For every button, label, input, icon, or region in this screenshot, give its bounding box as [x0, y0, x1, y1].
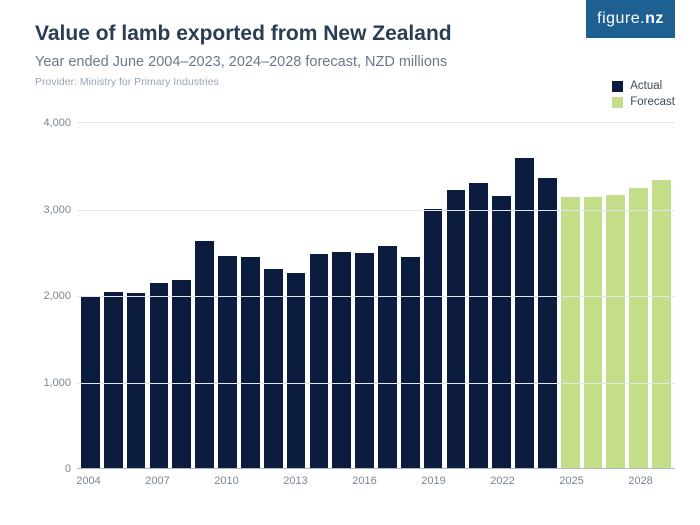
- legend-item-forecast: Forecast: [612, 96, 675, 108]
- bar-actual: [538, 178, 557, 470]
- legend-swatch-forecast: [612, 97, 623, 108]
- y-tick-label: 2,000: [35, 290, 71, 302]
- x-tick-label: 2016: [352, 475, 376, 487]
- bar-actual: [195, 241, 214, 469]
- bar-actual: [310, 254, 329, 469]
- bar-actual: [401, 257, 420, 469]
- legend-swatch-actual: [612, 81, 623, 92]
- grid-line: [77, 383, 675, 384]
- bar-forecast: [561, 197, 580, 469]
- x-tick-label: 2025: [559, 475, 583, 487]
- bar-actual: [241, 257, 260, 469]
- bar-forecast: [606, 195, 625, 469]
- legend-label-forecast: Forecast: [630, 96, 675, 108]
- bar-actual: [332, 252, 351, 469]
- bar-actual: [355, 253, 374, 469]
- grid-line: [77, 296, 675, 297]
- x-tick-label: 2022: [490, 475, 514, 487]
- y-tick-label: 4,000: [35, 117, 71, 129]
- bar-actual: [127, 293, 146, 469]
- bar-forecast: [584, 197, 603, 469]
- grid-line: [77, 210, 675, 211]
- bar-actual: [424, 209, 443, 469]
- x-axis-baseline: [77, 468, 675, 469]
- bar-actual: [218, 256, 237, 469]
- x-tick-label: 2007: [145, 475, 169, 487]
- logo-text-b: nz: [645, 10, 664, 28]
- x-tick-label: 2004: [76, 475, 100, 487]
- y-tick-label: 1,000: [35, 377, 71, 389]
- plot-region: 01,0002,0003,0004,000: [77, 122, 675, 469]
- bar-actual: [150, 283, 169, 469]
- x-tick-label: 2010: [214, 475, 238, 487]
- legend: Actual Forecast: [612, 80, 675, 112]
- y-tick-label: 3,000: [35, 204, 71, 216]
- bar-actual: [287, 273, 306, 469]
- logo-text-a: figure.: [597, 10, 645, 28]
- bar-actual: [515, 158, 534, 469]
- x-tick-label: 2019: [421, 475, 445, 487]
- figure-nz-logo: figure.nz: [586, 0, 675, 38]
- bar-actual: [469, 183, 488, 469]
- bar-actual: [104, 292, 123, 469]
- bar-actual: [172, 280, 191, 469]
- legend-label-actual: Actual: [630, 80, 662, 92]
- chart-subtitle: Year ended June 2004–2023, 2024–2028 for…: [35, 54, 675, 70]
- legend-item-actual: Actual: [612, 80, 675, 92]
- x-tick-label: 2028: [628, 475, 652, 487]
- chart-area: 01,0002,0003,0004,000 200420072010201320…: [35, 122, 675, 491]
- bar-actual: [492, 196, 511, 469]
- bar-actual: [447, 190, 466, 469]
- bar-forecast: [652, 180, 671, 469]
- bar-actual: [378, 246, 397, 469]
- x-axis-labels: 2004 2007 2010 2013 2016 2019 2022 2025 2028: [77, 471, 675, 491]
- x-tick-label: 2013: [283, 475, 307, 487]
- bar-forecast: [629, 188, 648, 469]
- bar-actual: [264, 269, 283, 469]
- chart-provider: Provider: Ministry for Primary Industrie…: [35, 76, 675, 88]
- chart-title: Value of lamb exported from New Zealand: [35, 22, 675, 46]
- y-tick-label: 0: [35, 463, 71, 475]
